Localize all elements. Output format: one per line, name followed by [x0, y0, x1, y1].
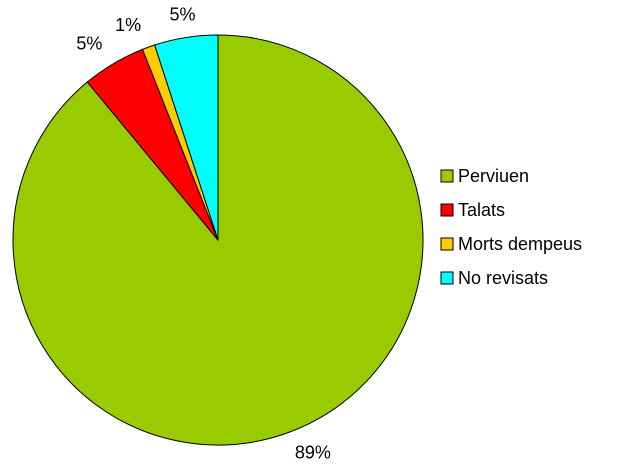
legend-swatch: [440, 203, 454, 217]
data-label: 5%: [76, 33, 102, 53]
legend-label: Perviuen: [458, 166, 529, 186]
legend-label: No revisats: [458, 268, 548, 288]
legend-swatch: [440, 169, 454, 183]
legend-label: Morts dempeus: [458, 234, 582, 254]
pie-slice: [154, 34, 219, 241]
data-label: 5%: [169, 5, 195, 25]
data-label: 89%: [295, 442, 331, 462]
data-label: 1%: [115, 15, 141, 35]
legend-swatch: [440, 271, 454, 285]
legend-label: Talats: [458, 200, 505, 220]
legend-swatch: [440, 237, 454, 251]
